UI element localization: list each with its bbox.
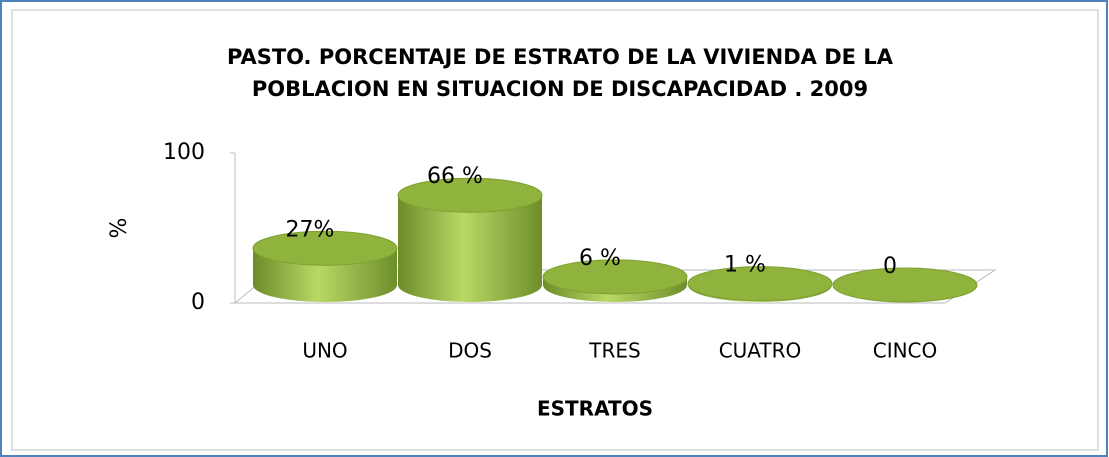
- x-tick-label: CINCO: [873, 339, 938, 363]
- bar-top: [542, 259, 688, 295]
- bar-top: [687, 266, 833, 302]
- bar: [832, 267, 978, 303]
- x-tick-label: CUATRO: [719, 339, 802, 363]
- x-tick-label: UNO: [302, 339, 347, 363]
- y-axis-label: %: [107, 218, 132, 239]
- data-label: 1 %: [724, 253, 766, 278]
- y-tick-label: 100: [163, 140, 205, 165]
- bar-top: [397, 177, 543, 213]
- bar-top: [832, 267, 978, 303]
- x-axis-label: ESTRATOS: [537, 397, 653, 421]
- bar: [397, 177, 543, 302]
- x-tick-label: DOS: [448, 339, 492, 363]
- y-tick-label: 0: [191, 290, 205, 315]
- bar: [687, 266, 833, 302]
- bar-body: [398, 195, 542, 302]
- data-label: 66 %: [427, 164, 483, 189]
- chart-title: POBLACION EN SITUACION DE DISCAPACIDAD .…: [252, 77, 868, 101]
- data-label: 6 %: [579, 246, 621, 271]
- bar: [252, 230, 398, 302]
- data-label: 27%: [286, 217, 335, 242]
- chart-title: PASTO. PORCENTAJE DE ESTRATO DE LA VIVIE…: [227, 45, 894, 69]
- data-label: 0: [883, 254, 897, 279]
- x-tick-label: TRES: [588, 339, 640, 363]
- bar-top: [252, 230, 398, 266]
- chart-area: [11, 9, 1099, 451]
- bar: [542, 259, 688, 302]
